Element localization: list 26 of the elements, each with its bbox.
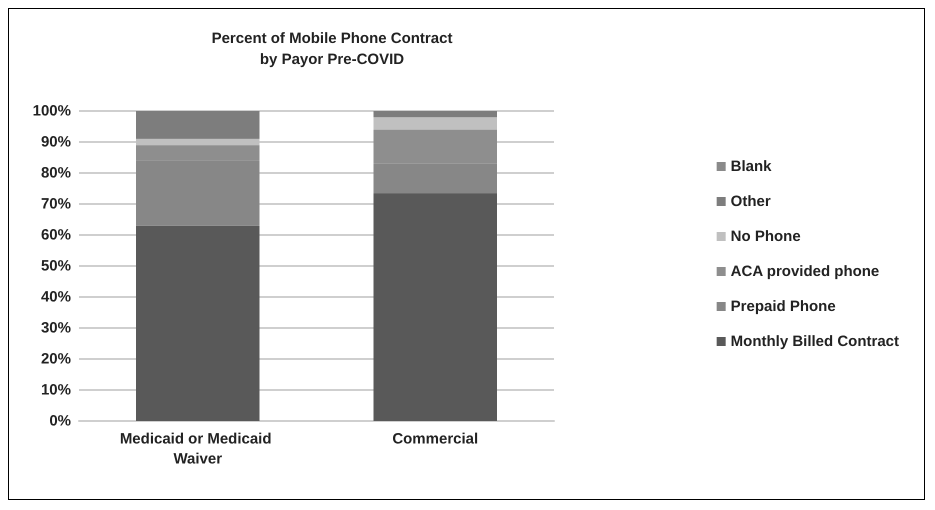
legend-label: ACA provided phone	[730, 263, 880, 280]
bar	[374, 117, 497, 130]
bar	[374, 111, 497, 118]
legend-label: No Phone	[730, 228, 801, 245]
y-tick-label: 30%	[40, 320, 71, 336]
bar	[374, 193, 497, 421]
y-tick-label: 50%	[40, 258, 71, 274]
y-tick-label: 90%	[40, 134, 71, 150]
y-tick-label: 80%	[40, 164, 71, 182]
x-tick-label: Medicaid or Medicaid Waiver	[120, 430, 276, 468]
chart-title: Percent of Mobile Phone Contract by Payor Pre-COVID	[212, 30, 452, 68]
legend-label: Prepaid Phone	[730, 298, 836, 315]
y-tick-label: 10%	[40, 382, 71, 398]
bar	[136, 111, 260, 139]
x-tick-label: Commercial	[392, 430, 478, 448]
y-tick-label: 100%	[32, 102, 71, 120]
legend-label: Monthly Billed Contract	[730, 333, 900, 350]
legend-label: Blank	[730, 158, 772, 175]
y-tick-label: 0%	[49, 412, 71, 430]
y-tick-label: 70%	[40, 196, 71, 212]
legend-label: Other	[730, 193, 771, 210]
y-tick-label: 20%	[40, 350, 71, 368]
bar	[136, 226, 260, 421]
y-tick-label: 40%	[40, 288, 71, 306]
y-tick-label: 60%	[40, 226, 71, 244]
bar	[136, 138, 260, 146]
